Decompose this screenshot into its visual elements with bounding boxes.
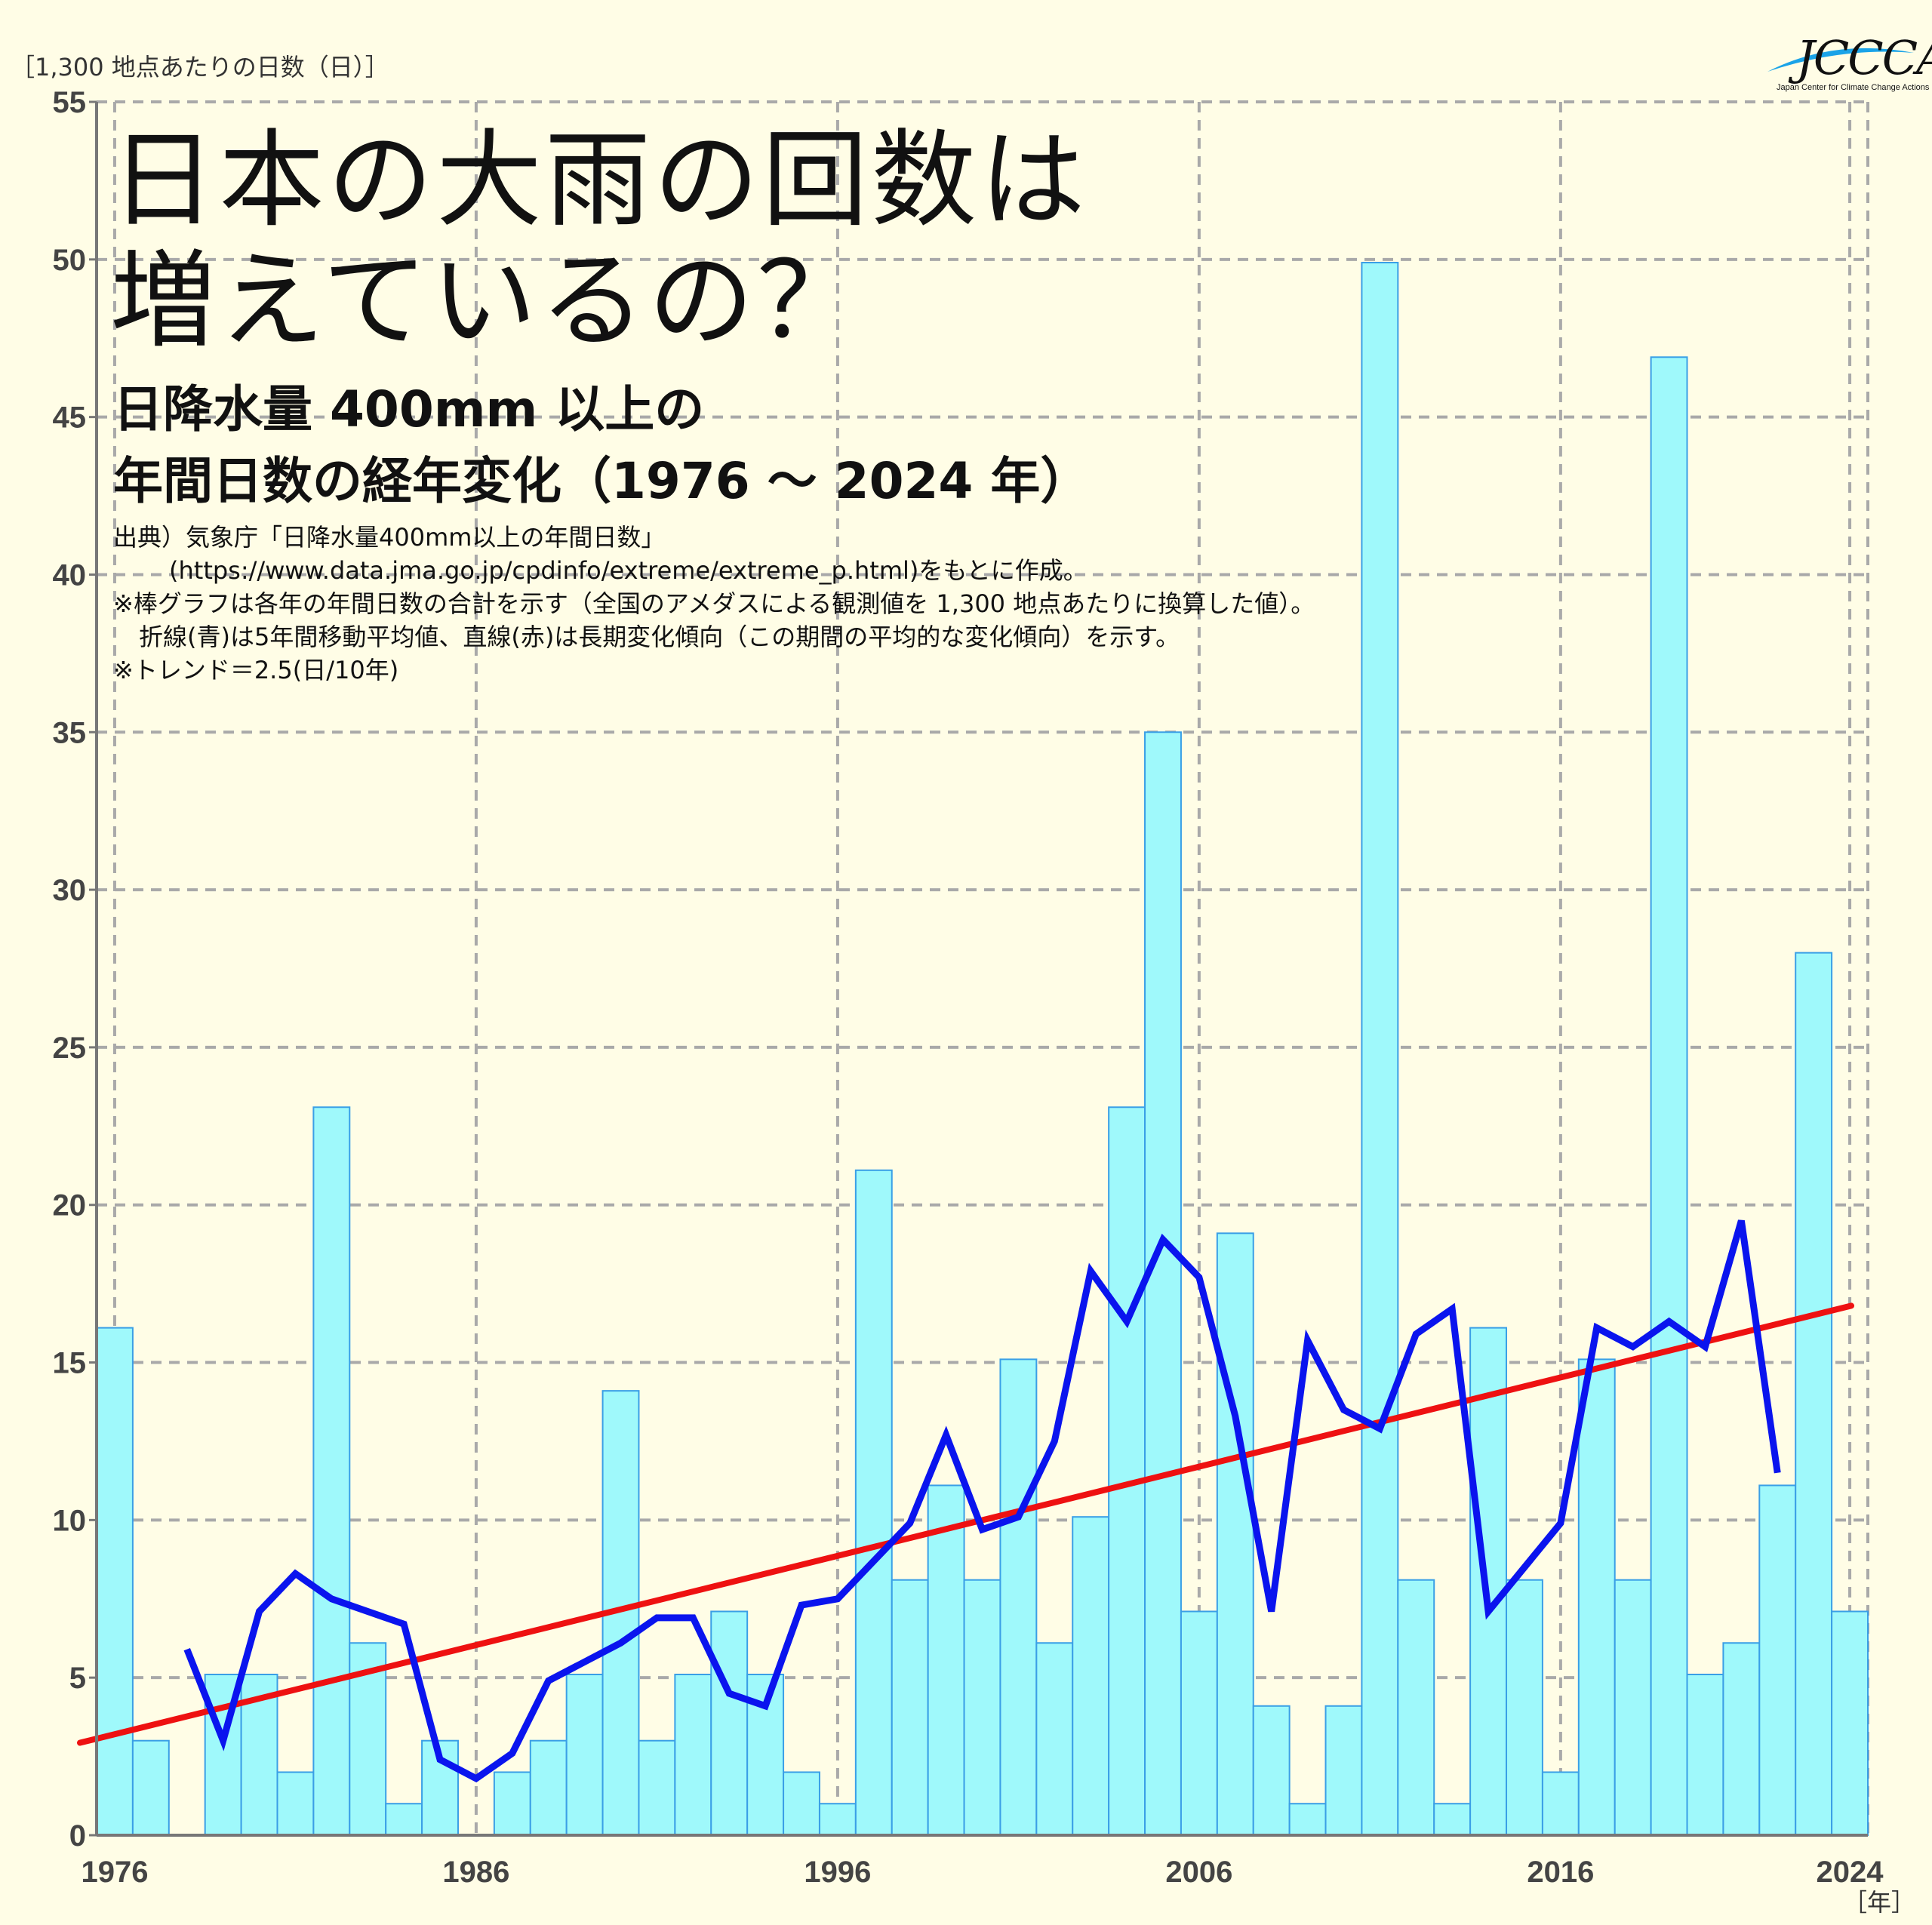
y-tick-label: 25 [53,1032,87,1065]
x-tick-label: 1996 [804,1856,871,1889]
bar-1977 [131,1739,170,1836]
bar-2004 [1108,1106,1146,1836]
bar-2016 [1541,1771,1580,1836]
bar-1992 [674,1674,712,1836]
axis-layer: 0 5 10 15 20 25 30 35 40 45 50 55 1976 1986 1996 2006 20… [53,86,1884,1889]
bar-2000 [963,1579,1001,1837]
bar-1989 [565,1674,604,1836]
jccca-logo: JCCCA Japan Center for Climate Change Ac… [1766,30,1932,98]
bar-2012 [1397,1579,1435,1837]
x-tick-label: 1976 [81,1856,148,1889]
bar-2023 [1795,952,1833,1836]
grid-layer [97,100,1869,1835]
bar-1993 [710,1610,749,1837]
trend-layer [77,1302,1854,1746]
y-tick-label: 5 [69,1662,86,1695]
note-trend: ※トレンド＝2.5(日/10年) [113,656,399,684]
bar-2022 [1758,1484,1797,1836]
chart-title: 日本の大雨の回数は 増えているの？ [110,121,1088,362]
bar-1987 [493,1771,531,1836]
bar-1981 [276,1771,315,1836]
note-line-description: 折線(青)は5年間移動平均値、直線(赤)は長期変化傾向（この期間の平均的な変化傾… [139,623,1180,651]
bar-1998 [891,1579,929,1837]
bar-1988 [529,1739,568,1836]
y-tick-label: 15 [53,1347,87,1380]
bar-1999 [927,1484,965,1836]
logo-subtext: Japan Center for Climate Change Actions [1777,83,1930,92]
moving-average-line [183,1219,1781,1783]
bar-2007 [1216,1232,1254,1836]
bar-2014 [1469,1327,1508,1836]
bar-2020 [1686,1674,1724,1836]
bar-2013 [1433,1803,1472,1836]
y-tick-label: 45 [53,401,87,435]
title-line-1: 日本の大雨の回数は [110,119,1089,242]
trend-line [77,1302,1854,1746]
logo-swoosh-icon [1767,48,1914,72]
x-tick-label: 2016 [1527,1856,1594,1889]
subtitle-line-1: 日降水量 400mm 以上の [113,380,705,438]
chart-notes: 出典）気象庁「日降水量400mm以上の年間日数」 (https://www.da… [113,521,1315,687]
bar-2008 [1252,1705,1291,1836]
logo-text: JCCCA [1796,30,1932,85]
y-tick-label: 50 [53,244,87,277]
note-bar-description: ※棒グラフは各年の年間日数の合計を示す（全国のアメダスによる観測値を 1,300… [113,589,1315,618]
bar-2002 [1035,1642,1074,1836]
bar-2015 [1506,1579,1543,1837]
bar-2010 [1324,1705,1363,1836]
y-tick-label: 35 [53,716,87,749]
bar-2019 [1650,356,1688,1837]
y-tick-label: 55 [53,86,87,119]
bar-2006 [1180,1610,1218,1837]
subtitle-line-2: 年間日数の経年変化（1976 ～ 2024 年） [113,452,1091,510]
y-tick-label: 30 [53,874,87,907]
x-tick-label: 2006 [1165,1856,1232,1889]
bar-2018 [1614,1579,1652,1837]
y-tick-label: 40 [53,558,87,592]
chart-subtitle: 日降水量 400mm 以上の 年間日数の経年変化（1976 ～ 2024 年） [113,374,1090,517]
y-tick-label: 20 [53,1189,87,1222]
bars-layer [96,261,1869,1837]
title-line-2: 増えているの？ [110,240,866,363]
x-tick-label: 2024 [1817,1856,1884,1889]
y-tick-label: 0 [69,1819,86,1853]
bar-2017 [1577,1358,1616,1837]
bar-1984 [385,1803,423,1836]
y-axis-unit-label: ［1,300 地点あたりの日数（日）］ [11,53,389,81]
note-source: 出典）気象庁「日降水量400mm以上の年間日数」 [113,523,666,552]
x-axis-unit-label: ［年］ [1842,1888,1915,1917]
bar-1996 [818,1803,857,1836]
moving-average-layer [183,1219,1781,1783]
bar-1995 [783,1771,820,1836]
bar-2001 [999,1358,1038,1837]
y-tick-label: 10 [53,1504,87,1537]
bar-2005 [1144,731,1182,1836]
bar-2003 [1072,1516,1110,1836]
bar-2024 [1831,1610,1869,1837]
bar-1991 [638,1739,676,1836]
bar-1976 [96,1327,134,1836]
note-source-url: (https://www.data.jma.go.jp/cpdinfo/extr… [169,556,1088,585]
x-tick-label: 1986 [442,1856,509,1889]
bar-1997 [854,1169,893,1836]
bar-2009 [1288,1803,1327,1836]
bar-1982 [312,1106,351,1836]
bar-2021 [1722,1642,1761,1836]
bar-2011 [1361,261,1399,1836]
